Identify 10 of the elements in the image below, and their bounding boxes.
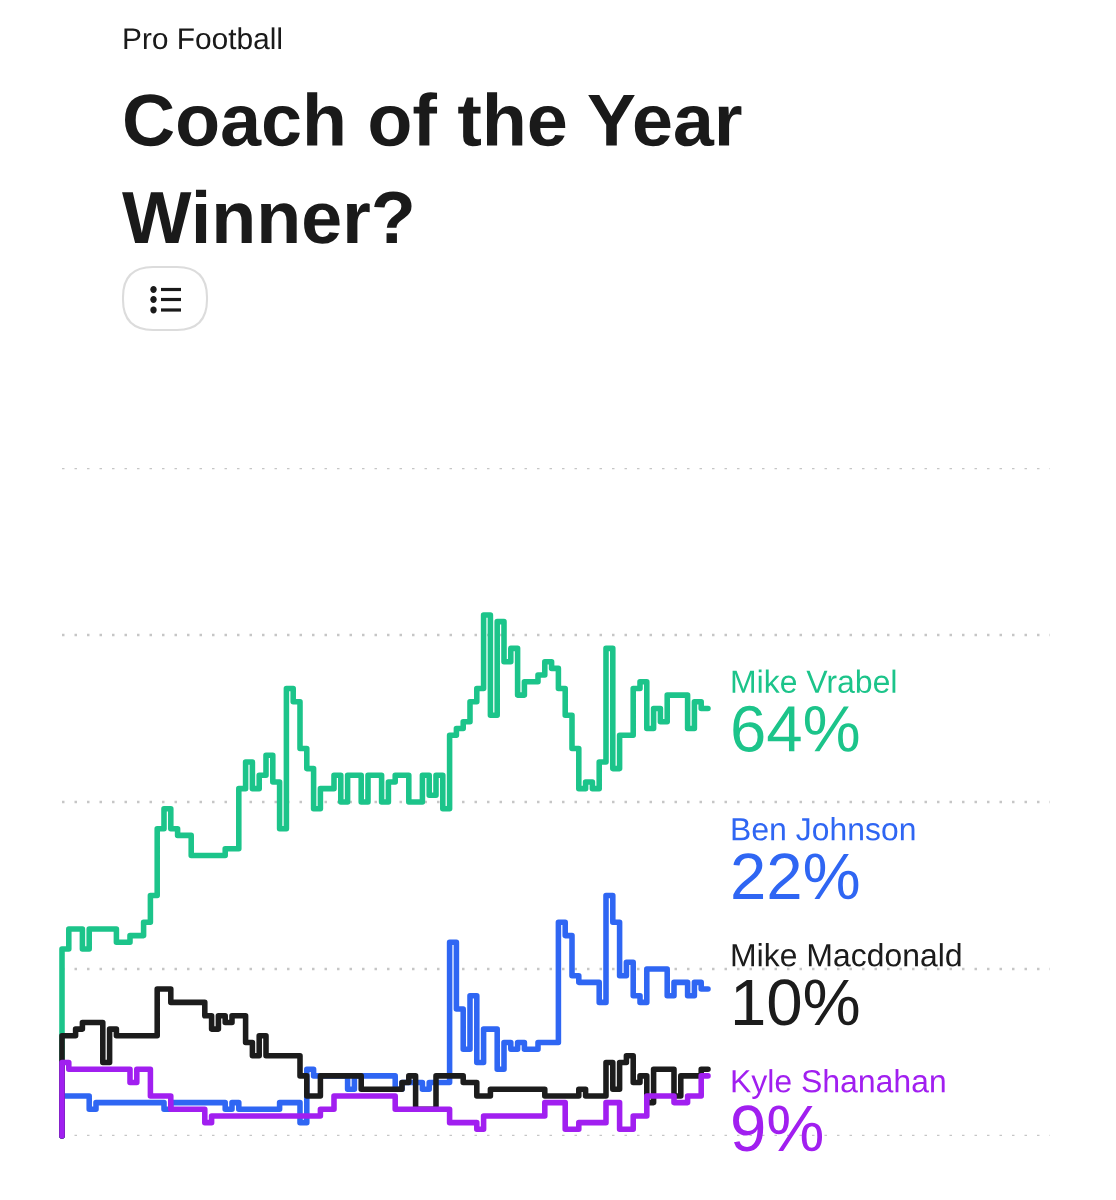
text: Ben Johnson [732, 817, 915, 841]
series-label: Kyle Shanahan [732, 1069, 945, 1099]
data-label: 64% [733, 705, 859, 752]
series-label: Mike Vrabel [732, 669, 896, 694]
chart-subtitle: Pro Football [124, 27, 281, 50]
data-label: 10% [734, 979, 859, 1026]
text: Mike Macdonald [732, 943, 961, 967]
data-label: 22% [733, 853, 859, 900]
data-label: 9% [733, 1105, 823, 1152]
chart-title: Coach of the Year Winner? [122, 92, 742, 244]
